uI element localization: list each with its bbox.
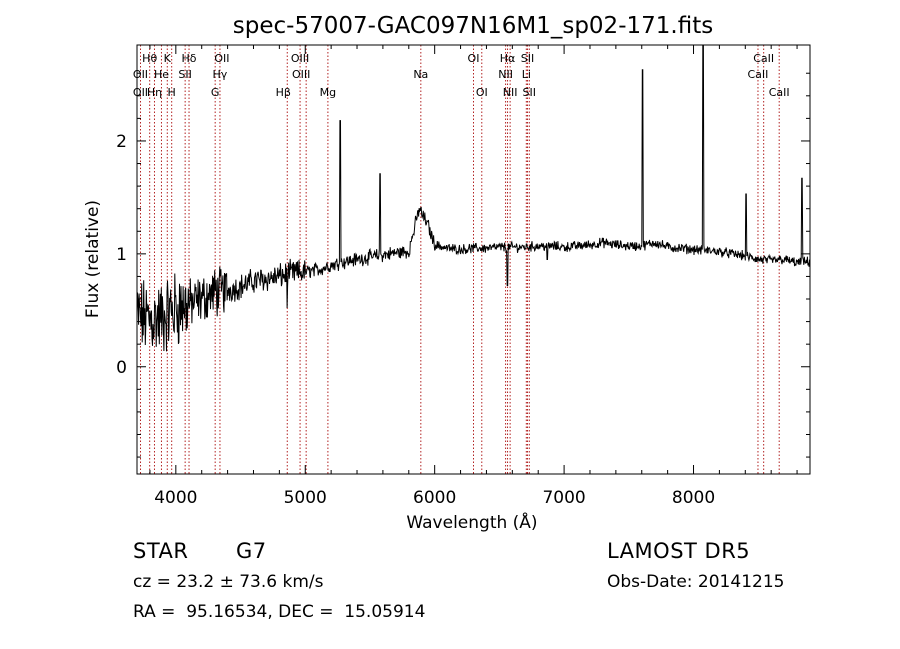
y-axis-label: Flux (relative) — [83, 200, 103, 318]
x-tick-label: 8000 — [672, 488, 715, 508]
survey-name: LAMOST DR5 — [607, 539, 751, 563]
x-tick-label: 7000 — [542, 488, 585, 508]
line-label: OIII — [291, 52, 309, 65]
line-label: Hη — [147, 86, 162, 99]
line-label: OI — [476, 86, 488, 99]
line-label: CaII — [748, 68, 769, 81]
x-tick-label: 6000 — [413, 488, 456, 508]
spectrum-series — [136, 44, 811, 352]
line-label: SII — [521, 52, 534, 65]
subclass: G7 — [236, 539, 267, 563]
line-label: CaII — [753, 52, 774, 65]
line-label: Hβ — [276, 86, 291, 99]
line-markers — [139, 45, 780, 474]
line-labels: Hθ K Hδ OII OIII OI Hα SII CaII OII He SII Hγ OIII Na N… — [133, 52, 790, 99]
line-label: OI — [468, 52, 480, 65]
line-label: OII — [214, 52, 229, 65]
line-label: Hα — [500, 52, 516, 65]
line-label: K — [164, 52, 172, 65]
y-tick-label: 0 — [116, 358, 127, 378]
y-tick-label: 1 — [116, 245, 127, 265]
line-label: OII — [133, 68, 148, 81]
line-label: CaII — [769, 86, 790, 99]
plot-frame — [136, 44, 811, 475]
line-label: G — [211, 86, 220, 99]
line-label: NII — [503, 86, 518, 99]
axis-ticks — [137, 45, 810, 474]
chart-title: spec-57007-GAC097N16M1_sp02-171.fits — [233, 13, 713, 39]
line-label: Mg — [320, 86, 336, 99]
x-tick-label: 4000 — [154, 488, 197, 508]
observation-date: Obs-Date: 20141215 — [607, 572, 785, 592]
line-label: Hγ — [212, 68, 227, 81]
line-label: Hθ — [142, 52, 157, 65]
y-tick-label: 2 — [116, 132, 127, 152]
line-label: OIII — [292, 68, 310, 81]
axis-tick-labels: 4000 5000 6000 7000 8000 0 1 2 — [116, 132, 715, 508]
coordinates: RA = 95.16534, DEC = 15.05914 — [133, 602, 426, 622]
line-label: Na — [413, 68, 428, 81]
line-label: SII — [523, 86, 536, 99]
line-label: H — [168, 86, 176, 99]
x-axis-label: Wavelength (Å) — [406, 511, 537, 533]
line-label: NII — [498, 68, 513, 81]
line-label: SII — [178, 68, 191, 81]
line-label: He — [154, 68, 169, 81]
line-label: Hδ — [182, 52, 197, 65]
x-tick-label: 5000 — [284, 488, 327, 508]
object-class: STAR — [133, 539, 189, 563]
line-label: Li — [522, 68, 531, 81]
redshift-velocity: cz = 23.2 ± 73.6 km/s — [133, 572, 324, 592]
line-label: OII — [133, 86, 148, 99]
